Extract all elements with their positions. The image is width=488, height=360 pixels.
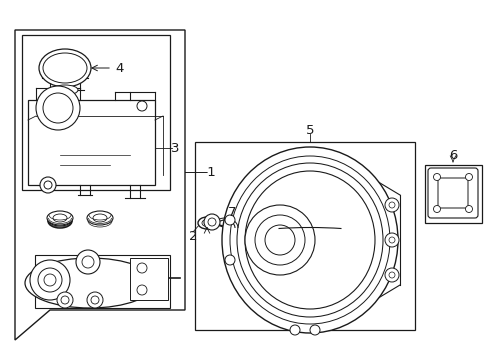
Circle shape: [36, 86, 80, 130]
Text: 5: 5: [305, 123, 314, 136]
Ellipse shape: [52, 85, 78, 95]
Circle shape: [91, 296, 99, 304]
Ellipse shape: [43, 53, 87, 83]
Circle shape: [465, 206, 471, 212]
Bar: [130, 258, 168, 300]
Text: 2: 2: [188, 230, 197, 243]
Circle shape: [384, 233, 398, 247]
Ellipse shape: [87, 211, 113, 225]
FancyBboxPatch shape: [437, 178, 467, 208]
Ellipse shape: [25, 258, 155, 308]
Circle shape: [87, 292, 103, 308]
Circle shape: [388, 202, 394, 208]
Circle shape: [244, 205, 314, 275]
Bar: [22, 35, 170, 190]
Circle shape: [465, 174, 471, 180]
Circle shape: [76, 250, 100, 274]
Circle shape: [254, 215, 305, 265]
Circle shape: [30, 260, 70, 300]
Circle shape: [388, 237, 394, 243]
Text: 3: 3: [170, 141, 179, 154]
Ellipse shape: [229, 156, 389, 324]
Circle shape: [388, 272, 394, 278]
Text: —1: —1: [194, 166, 215, 179]
Bar: [35, 255, 170, 308]
Text: 6: 6: [448, 149, 456, 162]
Circle shape: [433, 206, 440, 212]
Ellipse shape: [244, 171, 374, 309]
Circle shape: [224, 255, 235, 265]
Circle shape: [309, 325, 319, 335]
Ellipse shape: [202, 220, 212, 226]
Circle shape: [61, 296, 69, 304]
Circle shape: [384, 268, 398, 282]
Circle shape: [137, 285, 147, 295]
Circle shape: [224, 215, 235, 225]
Circle shape: [57, 292, 73, 308]
Circle shape: [82, 256, 94, 268]
Circle shape: [207, 218, 216, 226]
Bar: [195, 142, 414, 330]
Circle shape: [137, 101, 147, 111]
Circle shape: [384, 198, 398, 212]
Ellipse shape: [53, 214, 67, 222]
Circle shape: [38, 268, 62, 292]
Bar: [28, 100, 155, 185]
Ellipse shape: [222, 147, 397, 333]
Ellipse shape: [93, 214, 107, 222]
Text: 4: 4: [116, 62, 124, 75]
Polygon shape: [15, 30, 184, 340]
FancyBboxPatch shape: [427, 168, 477, 218]
Ellipse shape: [237, 163, 382, 317]
Circle shape: [203, 214, 220, 230]
Circle shape: [44, 274, 56, 286]
Circle shape: [43, 93, 73, 123]
Circle shape: [289, 325, 299, 335]
Ellipse shape: [198, 217, 216, 229]
Circle shape: [264, 225, 294, 255]
Circle shape: [433, 174, 440, 180]
Ellipse shape: [39, 49, 91, 87]
Circle shape: [137, 263, 147, 273]
Bar: [424, 165, 481, 223]
Circle shape: [44, 181, 52, 189]
Text: 7: 7: [227, 206, 236, 219]
Circle shape: [40, 177, 56, 193]
Ellipse shape: [47, 211, 73, 225]
